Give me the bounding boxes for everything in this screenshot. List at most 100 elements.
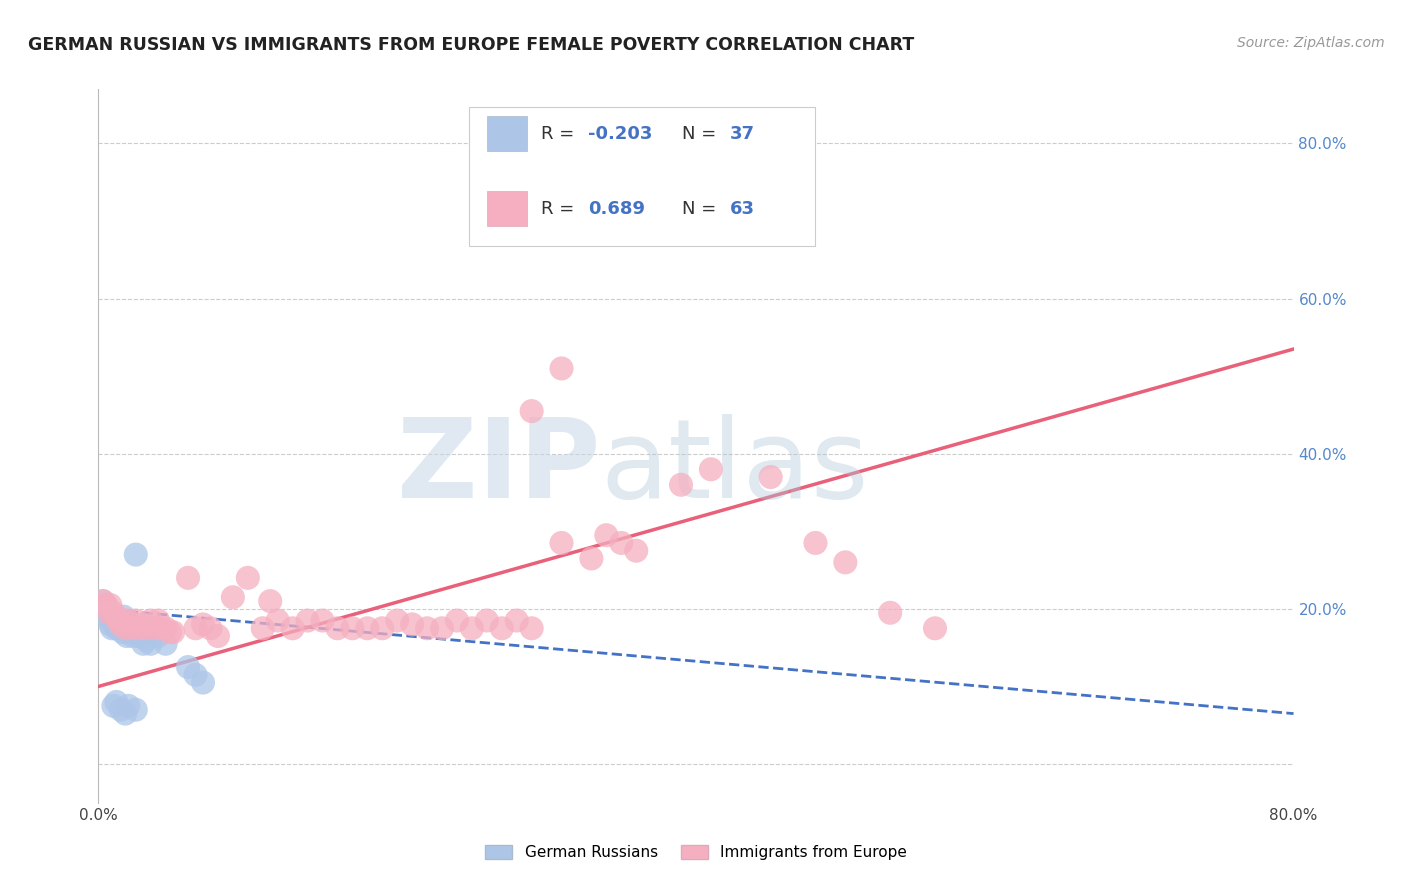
Text: 0.689: 0.689 [589,200,645,218]
FancyBboxPatch shape [486,191,527,227]
Point [114,706,136,721]
Point [117,617,139,632]
Point [117,698,139,713]
Point [506,614,529,628]
Point [520,404,543,418]
Point [118,625,141,640]
Point [108,617,131,632]
Point [96,609,118,624]
Point [371,621,394,635]
Point [804,536,827,550]
Point [924,621,946,635]
Point [200,621,222,635]
Text: ZIP: ZIP [396,414,600,521]
Point [139,614,162,628]
Point [236,571,259,585]
Point [127,621,149,635]
Point [191,675,214,690]
Point [94,598,117,612]
Point [385,614,409,628]
Point [159,625,181,640]
Point [184,668,207,682]
Point [155,637,177,651]
Point [125,614,148,628]
Point [759,470,782,484]
Point [610,536,633,550]
Point [114,621,136,635]
Point [110,621,132,635]
Point [311,614,333,628]
Point [550,361,572,376]
Point [135,621,157,635]
Point [97,606,120,620]
Point [103,614,125,628]
Point [105,621,128,635]
Point [132,617,155,632]
Point [267,614,290,628]
Point [120,621,142,635]
Point [105,609,128,624]
Point [91,594,114,608]
Point [259,594,281,608]
Point [91,594,114,608]
Point [184,621,207,635]
Point [281,621,304,635]
Point [107,614,129,628]
Point [342,621,364,635]
Point [110,703,132,717]
Point [446,614,468,628]
Point [595,528,617,542]
Point [150,621,173,635]
Point [326,621,349,635]
Text: -0.203: -0.203 [589,125,652,143]
Point [98,617,122,632]
Point [115,629,138,643]
Point [520,621,543,635]
Text: atlas: atlas [600,414,869,521]
Point [125,703,148,717]
Point [177,660,200,674]
Point [132,637,155,651]
FancyBboxPatch shape [470,107,815,246]
Point [114,621,136,635]
Point [207,629,229,643]
Point [103,606,125,620]
Point [111,625,134,640]
Point [401,617,423,632]
Point [162,625,184,640]
Point [491,621,513,635]
Point [626,543,648,558]
Point [97,606,120,620]
Point [834,555,856,569]
Point [125,548,148,562]
Point [669,477,692,491]
Point [98,598,122,612]
Point [111,614,134,628]
Point [128,629,150,643]
Point [430,621,453,635]
Point [148,629,170,643]
Point [222,591,245,605]
Point [103,698,125,713]
Text: 63: 63 [730,200,755,218]
Point [101,621,124,635]
Point [461,621,484,635]
Point [297,614,319,628]
Point [105,695,128,709]
Text: R =: R = [541,200,579,218]
Point [135,632,157,647]
Point [110,617,132,632]
Text: R =: R = [541,125,579,143]
Point [148,614,170,628]
Point [139,637,162,651]
Point [107,614,129,628]
Point [700,462,723,476]
Text: N =: N = [682,200,721,218]
Point [879,606,901,620]
Point [550,536,572,550]
Point [129,621,152,635]
Point [475,614,498,628]
Point [356,621,378,635]
Point [191,617,214,632]
Point [581,551,603,566]
